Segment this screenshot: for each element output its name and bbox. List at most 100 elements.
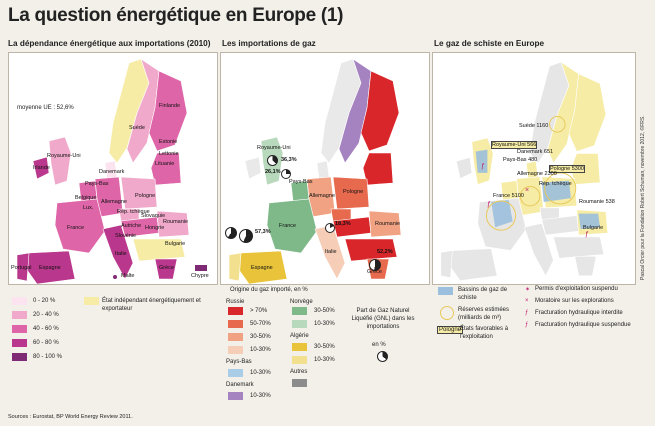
legend-swatch-20-40 (12, 311, 27, 319)
legend-swatch-0-20 (12, 297, 27, 305)
label-pays-bas: Pays-Bas (289, 179, 313, 185)
label-france: France (67, 225, 85, 231)
label-chypre: Chypre (191, 273, 209, 279)
label-lettonie: Lettonie (159, 151, 179, 157)
fracking-banned-icon-bulgarie: ƒ (585, 231, 589, 238)
legend-label-bassins: Bassins de gaz de schiste (458, 287, 508, 301)
basin-shape (491, 200, 513, 228)
legend-swatch-norvege-30-50 (292, 307, 307, 315)
label-lituanie: Lituanie (155, 161, 175, 167)
legend-label-40-60: 40 - 60 % (33, 326, 59, 332)
legend-group-russie: Russie (226, 299, 245, 305)
legend-label-favorable: États favorables à l'exploitation (460, 326, 509, 340)
reserve-circle (519, 185, 541, 207)
map-schiste-svg (440, 61, 609, 281)
legend-swatch-russie-10-30 (228, 346, 243, 354)
label-suede: Suède (129, 125, 145, 131)
legend-label-moratoire: Moratoire sur les explorations (535, 298, 614, 304)
legend-swatch-russie-70 (228, 307, 243, 315)
label-portugal: Portugal (11, 265, 32, 271)
label-pologne: Pologne (343, 189, 364, 195)
gnl-label-uk: 36,3% (281, 157, 297, 163)
legend-group-pays-bas: Pays-Bas (226, 359, 252, 365)
label-slovaquie: Slovaquie (141, 213, 166, 219)
label-autriche: Autriche (121, 223, 142, 229)
reserve-label-royaume-uni: Royaume-Uni 566 (491, 141, 538, 149)
portugal-shape (16, 252, 30, 282)
label-rep-tcheque: Rép. tchèque (539, 181, 572, 187)
label-malte: Malte (121, 273, 135, 279)
map-schiste: Suède 1160 Danemark 651 Pologne 5300 Roy… (432, 52, 636, 285)
reserve-label-danemark: Danemark 651 (517, 149, 554, 155)
legend-group-algerie: Algérie (290, 333, 309, 339)
legend-label-permis: Permis d'exploitation suspendu (535, 286, 618, 292)
legend-label-suspendue: Fracturation hydraulique suspendue (535, 322, 631, 328)
legend-label-russie-70: > 70% (250, 308, 268, 314)
legend-label-0-20: 0 - 20 % (33, 298, 56, 304)
greece-shape (154, 258, 178, 280)
label-slovenie: Slovénie (115, 233, 137, 239)
ireland-shape (455, 156, 473, 180)
baltics-shape (362, 152, 394, 186)
fracking-suspended-icon: ƒ (525, 322, 529, 328)
credit-note: Pascal Orcier pour la Fondation Robert S… (640, 115, 646, 280)
legend-label-russie-30-50: 30-50% (250, 334, 271, 340)
label-espagne: Espagne (251, 265, 273, 271)
legend-swatch-russie-30-50 (228, 333, 243, 341)
label-hongrie: Hongrie (145, 225, 165, 231)
basin-shape (541, 180, 571, 203)
gnl-pie-uk (267, 155, 278, 166)
label-allemagne: Allemagne (101, 199, 127, 205)
legend-swatch-russie-50-70 (228, 320, 243, 328)
reserve-label-pologne: Pologne 5300 (549, 165, 585, 173)
legend-label-russie-50-70: 50-70% (250, 321, 271, 327)
gnl-pie-grece (369, 259, 381, 271)
label-grece: Grèce (367, 269, 382, 275)
legend-label-algerie-10-30: 10-30% (314, 357, 335, 363)
legend-group-autres: Autres (290, 369, 308, 375)
gnl-pie-portugal (225, 227, 237, 239)
cyprus-shape (195, 265, 207, 271)
denmark-shape (316, 160, 330, 180)
legend-label-danemark: 10-30% (250, 393, 271, 399)
legend-swatch-pays-bas (228, 369, 243, 377)
map-dependance: moyenne UE : 52,6% Finlande Suède Estoni… (8, 52, 218, 285)
ireland-shape (32, 156, 50, 180)
label-grece: Grèce (159, 265, 174, 271)
label-finlande: Finlande (159, 103, 181, 109)
finland-shape (568, 73, 607, 152)
basin-shape (578, 213, 601, 230)
label-pologne: Pologne (135, 193, 156, 199)
reserve-label-allemagne: Allemagne 2300 (517, 171, 557, 177)
label-italie: Italie (115, 251, 127, 257)
label-bulgarie: Bulgarie (583, 225, 604, 231)
legend-swatch-algerie-30-50 (292, 343, 307, 351)
fracking-banned-icon: ƒ (525, 310, 529, 316)
eu-average-label: moyenne UE : 52,6% (17, 105, 74, 111)
finland-shape (148, 70, 188, 152)
legend-label-80-100: 80 - 100 % (33, 354, 63, 360)
gnl-label-grece: 52,2% (377, 249, 393, 255)
legend-label-norvege-30-50: 30-50% (314, 308, 335, 314)
gnl-pie-belgique (281, 169, 291, 179)
label-roumanie: Roumanie (163, 219, 189, 225)
legend-swatch-norvege-10-30 (292, 320, 307, 328)
label-france: France (279, 223, 297, 229)
label-roumanie: Roumanie (375, 221, 401, 227)
label-danemark: Danemark (99, 169, 125, 175)
legend-swatch-danemark (228, 392, 243, 400)
finland-shape (360, 70, 400, 152)
malta-marker (113, 275, 117, 279)
legend-swatch-autres (292, 379, 307, 387)
label-estonie: Estonie (159, 139, 178, 145)
label-espagne: Espagne (39, 265, 61, 271)
baltics-shape (150, 152, 182, 186)
gnl-pie-espagne (239, 229, 253, 243)
legend-label-pays-bas: 10-30% (250, 370, 271, 376)
fracking-suspended-icon-uk: ƒ (481, 163, 485, 170)
reserve-label-pays-bas: Pays-Bas 480 (503, 157, 538, 163)
basin-shape (475, 149, 488, 173)
reserve-label-suede: Suède 1160 (519, 123, 549, 129)
label-royaume-uni: Royaume-Uni (47, 153, 81, 159)
legend-swatch-independant (84, 297, 99, 305)
